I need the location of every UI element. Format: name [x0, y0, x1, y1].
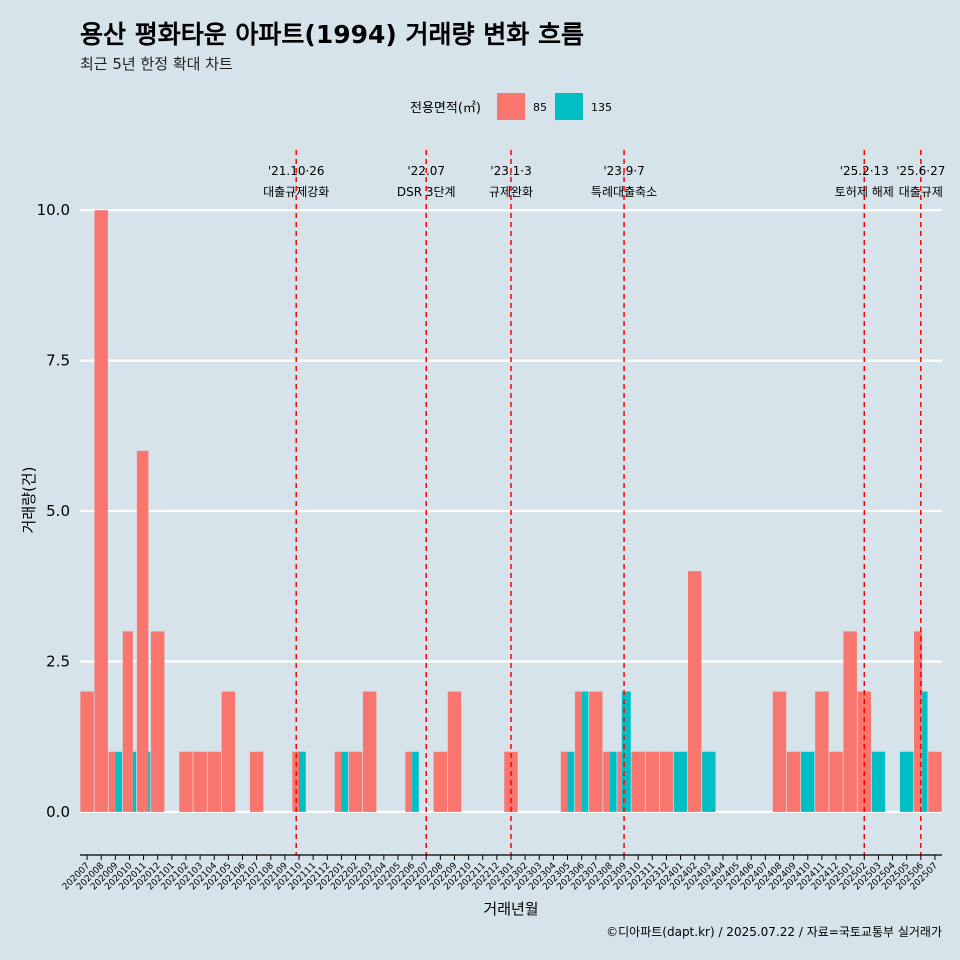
bar-135-202201: [341, 751, 349, 812]
bar-85-202411: [815, 691, 829, 812]
bar-85-202208: [433, 751, 448, 812]
bar-85-202507: [928, 751, 942, 812]
event-label-3: 특례대출축소: [591, 185, 657, 199]
bar-85-202311: [645, 751, 660, 812]
bar-135-202309: [621, 691, 631, 812]
bar-85-202105: [221, 691, 236, 812]
chart-subtitle: 최근 5년 한정 확대 차트: [80, 55, 233, 73]
bar-135-202503: [871, 751, 886, 812]
y-tick-label-1: 2.5: [46, 652, 70, 670]
event-markers: '21.10·26 대출규제강화 '22.07 DSR 3단계 '23.1·3 규제완화 '…: [263, 150, 945, 855]
bar-85-202502: [857, 691, 871, 812]
bar-85-202310: [631, 751, 645, 812]
bar-85-202409: [786, 751, 801, 812]
bar-85-202203: [362, 691, 377, 812]
event-date-0: '21.10·26: [268, 164, 325, 178]
bar-85-202103: [193, 751, 207, 812]
event-label-5: 대출규제: [899, 185, 943, 199]
y-tick-label-4: 10.0: [37, 201, 70, 219]
bar-135-202506: [922, 691, 928, 812]
y-axis-ticks: 0.0 2.5 5.0 7.5 10.0: [37, 201, 70, 821]
legend-label-85: 85: [533, 101, 547, 114]
bar-85-202008: [94, 210, 108, 812]
bar-85-202012: [151, 631, 165, 812]
bar-85-202408: [772, 691, 787, 812]
event-date-1: '22.07: [407, 164, 445, 178]
bar-85-202007: [80, 691, 94, 812]
bar-135-202009: [115, 751, 123, 812]
bar-85-202308: [603, 751, 610, 812]
bar-85-202412: [829, 751, 843, 812]
bar-85-202506: [914, 631, 923, 812]
bar-135-202410: [801, 751, 815, 812]
chart-title: 용산 평화타운 아파트(1994) 거래량 변화 흐름: [80, 20, 584, 49]
event-label-1: DSR 3단계: [397, 185, 456, 199]
bar-85-202312: [659, 751, 674, 812]
bar-85-202010: [122, 631, 133, 812]
x-axis-label: 거래년월: [483, 900, 538, 918]
bar-135-202403: [702, 751, 716, 812]
bar-85-202107: [249, 751, 264, 812]
legend-swatch-135: [555, 93, 583, 120]
bar-135-202206: [412, 751, 419, 812]
bar-85-202209: [447, 691, 462, 812]
bar-135-202401: [673, 751, 688, 812]
bar-85-202402: [687, 571, 702, 812]
bar-85-202201: [334, 751, 342, 812]
bar-85-202011: [136, 450, 149, 812]
caption: ©디아파트(dapt.kr) / 2025.07.22 / 자료=국토교통부 실…: [606, 925, 942, 939]
bar-135-202010: [132, 751, 137, 812]
legend-title: 전용면적(㎡): [410, 101, 481, 116]
bar-85-202104: [207, 751, 221, 812]
bar-85-202206: [405, 751, 413, 812]
y-axis-label: 거래량(건): [20, 467, 38, 534]
bar-135-202308: [609, 751, 617, 812]
event-date-5: '25.6·27: [896, 164, 945, 178]
bar-135-202011: [148, 751, 151, 812]
bar-135-202306: [581, 691, 589, 812]
bar-135-202305: [567, 751, 575, 812]
event-label-0: 대출규제강화: [263, 185, 329, 199]
event-label-4: 토허제 해제: [835, 185, 894, 199]
bar-85-202202: [348, 751, 363, 812]
bar-85-202309: [617, 751, 622, 812]
y-tick-label-0: 0.0: [46, 803, 70, 821]
bar-85-202102: [179, 751, 193, 812]
event-label-2: 규제완화: [489, 185, 533, 199]
event-date-3: '23.9·7: [603, 164, 644, 178]
event-date-2: '23.1·3: [490, 164, 531, 178]
bar-85-202501: [843, 631, 857, 812]
x-axis: 2020072020082020092020102020112020122021…: [61, 854, 942, 892]
bar-85-202307: [589, 691, 603, 812]
bar-85-202306: [574, 691, 582, 812]
y-tick-label-3: 7.5: [46, 352, 70, 370]
bar-85-202009: [108, 751, 116, 812]
bars: [80, 210, 942, 812]
y-tick-label-2: 5.0: [46, 502, 70, 520]
bar-135-202505: [899, 751, 914, 812]
bar-85-202305: [560, 751, 568, 812]
legend: 전용면적(㎡) 85 135: [410, 93, 612, 120]
bar-135-202110: [299, 751, 306, 812]
legend-label-135: 135: [591, 101, 612, 114]
event-date-4: '25.2·13: [840, 164, 889, 178]
legend-swatch-85: [497, 93, 525, 120]
